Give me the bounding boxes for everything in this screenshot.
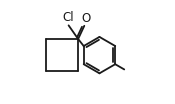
Text: Cl: Cl (62, 11, 74, 24)
Text: O: O (81, 12, 90, 25)
